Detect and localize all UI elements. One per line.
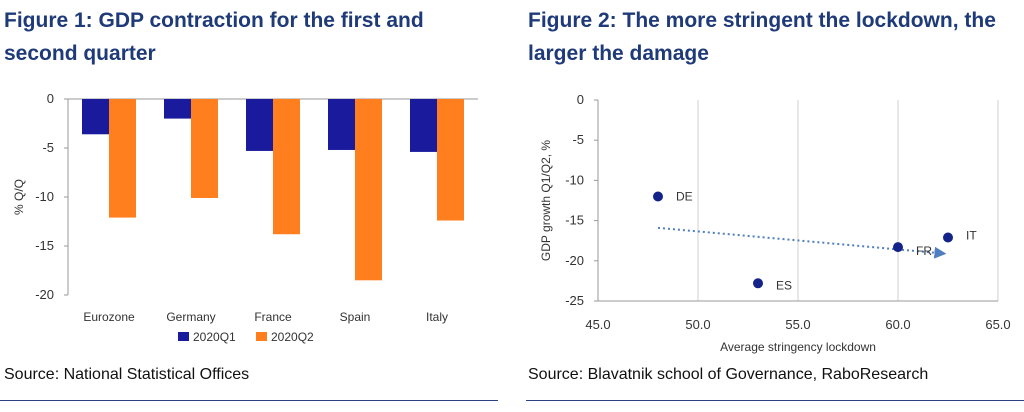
y-tick-label: -5 [572,132,584,147]
point-label-de: DE [676,189,693,203]
y-tick-label: -10 [565,172,584,187]
point-fr [893,242,903,253]
figure-2-divider [526,400,1024,401]
y-tick-label: -15 [565,213,584,228]
y-tick-label: -5 [42,140,54,155]
point-it [943,232,953,243]
bar-2020q1-italy [410,99,437,152]
gdp-bar-chart: 0 -5 -10 -15 -20 % Q/Q Eurozone Germany France Sp… [12,91,478,344]
y-tick-label: -20 [35,287,54,302]
y-tick-label: -10 [35,189,54,204]
stringency-scatter-chart: 45.0 50.0 55.0 60.0 65.0 0 -5 -10 -15 -20 -25 GDP g… [539,92,1011,354]
figure-1-panel: Figure 1: GDP contraction for the first … [0,0,500,412]
bar-2020q2-germany [191,99,218,198]
y-tick-label: -25 [565,293,584,308]
figure-2-title: Figure 2: The more stringent the lockdow… [528,9,996,65]
x-tick-label: Germany [166,310,215,324]
y-tick-label: 0 [577,92,584,107]
x-tick-label: 65.0 [985,317,1010,332]
x-tick-label: 50.0 [685,317,710,332]
bar-2020q1-germany [164,99,191,119]
x-tick-label: 60.0 [885,317,910,332]
bar-2020q1-eurozone [82,99,109,135]
x-tick-label: 55.0 [785,317,810,332]
point-de [653,191,663,202]
y-tick-label: -15 [35,238,54,253]
bar-2020q2-italy [437,99,464,221]
x-tick-label: Italy [426,310,448,324]
y-axis-title: GDP growth Q1/Q2, % [539,140,553,261]
x-tick-label: 45.0 [585,317,610,332]
y-axis-title: % Q/Q [12,179,26,215]
figure-2-panel: Figure 2: The more stringent the lockdow… [526,0,1024,412]
point-es [753,278,763,289]
point-label-es: ES [776,278,792,292]
bar-2020q1-france [246,99,273,151]
point-label-fr: FR [916,244,932,258]
y-tick-label: 0 [47,91,54,106]
legend-label-2020q2: 2020Q2 [271,330,314,344]
legend-swatch-2020q1 [178,332,189,341]
figure-1-title: Figure 1: GDP contraction for the first … [4,9,424,65]
x-axis-title: Average stringency lockdown [720,340,876,354]
x-tick-label: Eurozone [83,310,135,324]
legend-swatch-2020q2 [256,332,267,341]
bar-2020q2-eurozone [109,99,136,218]
bar-2020q2-spain [355,99,382,281]
point-label-it: IT [966,228,977,242]
figure-1-divider [0,400,498,401]
legend-label-2020q1: 2020Q1 [193,330,236,344]
figure-2-source: Source: Blavatnik school of Governance, … [528,366,929,383]
figure-1-source: Source: National Statistical Offices [4,366,250,383]
x-tick-label: France [254,310,292,324]
x-tick-label: Spain [340,310,371,324]
bar-2020q2-france [273,99,300,235]
y-tick-label: -20 [565,253,584,268]
bar-2020q1-spain [328,99,355,150]
